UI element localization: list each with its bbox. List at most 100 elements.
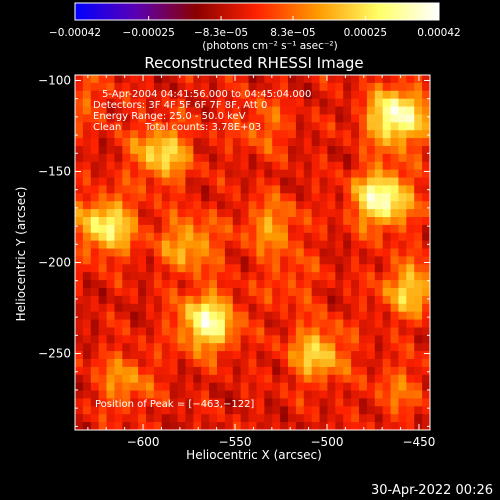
heatmap-pixel — [98, 177, 108, 187]
heatmap-pixel — [366, 114, 376, 123]
heatmap-pixel — [138, 130, 147, 139]
heatmap-pixel — [122, 75, 131, 84]
heatmap-pixel — [382, 406, 392, 415]
heatmap-pixel — [138, 185, 147, 194]
heatmap-pixel — [351, 311, 360, 321]
heatmap-pixel — [146, 98, 155, 108]
heatmap-pixel — [295, 224, 305, 234]
heatmap-pixel — [146, 272, 155, 281]
heatmap-pixel — [114, 153, 123, 163]
heatmap-pixel — [82, 201, 92, 210]
heatmap-pixel — [177, 311, 187, 321]
heatmap-pixel — [406, 414, 415, 423]
heatmap-pixel — [130, 169, 139, 179]
heatmap-pixel — [390, 98, 400, 108]
heatmap-pixel — [209, 201, 218, 210]
heatmap-pixel — [75, 264, 84, 273]
heatmap-pixel — [130, 319, 139, 329]
heatmap-pixel — [264, 146, 273, 155]
heatmap-pixel — [177, 106, 187, 116]
heatmap-pixel — [288, 98, 297, 108]
heatmap-pixel — [201, 217, 210, 226]
heatmap-pixel — [146, 359, 155, 368]
heatmap-pixel — [201, 209, 210, 218]
heatmap-pixel — [201, 264, 210, 273]
heatmap-pixel — [193, 248, 202, 258]
heatmap-pixel — [169, 82, 179, 92]
heatmap-pixel — [272, 351, 281, 360]
heatmap-pixel — [122, 138, 131, 147]
heatmap-pixel — [382, 193, 392, 202]
heatmap-pixel — [224, 224, 234, 234]
heatmap-pixel — [130, 240, 139, 250]
heatmap-pixel — [374, 406, 384, 415]
heatmap-pixel — [75, 130, 84, 139]
heatmap-pixel — [185, 122, 194, 131]
heatmap-pixel — [122, 256, 131, 265]
heatmap-pixel — [319, 130, 329, 139]
heatmap-pixel — [327, 406, 336, 415]
heatmap-pixel — [406, 106, 415, 116]
heatmap-pixel — [303, 272, 313, 281]
heatmap-pixel — [248, 193, 258, 202]
heatmap-pixel — [75, 303, 84, 313]
heatmap-pixel — [75, 169, 84, 179]
heatmap-pixel — [177, 374, 187, 384]
heatmap-pixel — [414, 185, 423, 194]
heatmap-pixel — [106, 327, 116, 336]
heatmap-pixel — [327, 217, 336, 226]
heatmap-pixel — [406, 153, 415, 163]
heatmap-pixel — [82, 280, 92, 289]
heatmap-pixel — [232, 414, 242, 423]
heatmap-pixel — [146, 146, 155, 155]
heatmap-pixel — [319, 295, 329, 305]
heatmap-pixel — [153, 98, 163, 108]
heatmap-pixel — [422, 335, 430, 344]
heatmap-pixel — [319, 327, 329, 336]
heatmap-pixel — [311, 193, 321, 202]
colorbar-unit-label: (photons cm⁻² s⁻¹ asec⁻²) — [202, 40, 337, 52]
heatmap-pixel — [138, 153, 147, 163]
heatmap-pixel — [374, 327, 384, 336]
heatmap-pixel — [98, 232, 108, 242]
heatmap-pixel — [177, 264, 187, 273]
heatmap-pixel — [359, 295, 368, 305]
heatmap-pixel — [256, 351, 265, 360]
heatmap-pixel — [319, 280, 329, 289]
heatmap-pixel — [232, 153, 242, 163]
heatmap-pixel — [280, 414, 289, 423]
heatmap-pixel — [169, 264, 179, 273]
heatmap-pixel — [217, 335, 226, 344]
heatmap-pixel — [98, 114, 108, 123]
heatmap-pixel — [406, 146, 415, 155]
heatmap-pixel — [272, 248, 281, 258]
heatmap-pixel — [414, 390, 423, 400]
heatmap-pixel — [75, 106, 84, 116]
heatmap-pixel — [311, 327, 321, 336]
heatmap-pixel — [193, 98, 202, 108]
heatmap-pixel — [90, 319, 100, 329]
heatmap-pixel — [106, 343, 116, 352]
heatmap-pixel — [256, 193, 265, 202]
heatmap-pixel — [98, 295, 108, 305]
heatmap-pixel — [161, 327, 171, 336]
heatmap-pixel — [288, 327, 297, 336]
heatmap-pixel — [90, 98, 100, 108]
heatmap-pixel — [177, 295, 187, 305]
heatmap-pixel — [98, 217, 108, 226]
heatmap-pixel — [240, 311, 250, 321]
heatmap-pixel — [146, 311, 155, 321]
heatmap-pixel — [319, 248, 329, 258]
heatmap-pixel — [319, 114, 329, 123]
heatmap-pixel — [114, 343, 123, 352]
heatmap-pixel — [374, 398, 384, 407]
heatmap-pixel — [75, 359, 84, 368]
heatmap-pixel — [280, 359, 289, 368]
heatmap-pixel — [98, 193, 108, 202]
heatmap-pixel — [146, 374, 155, 384]
heatmap-pixel — [256, 75, 265, 84]
heatmap-pixel — [406, 335, 415, 344]
heatmap-pixel — [153, 351, 163, 360]
heatmap-pixel — [146, 177, 155, 187]
heatmap-pixel — [209, 343, 218, 352]
